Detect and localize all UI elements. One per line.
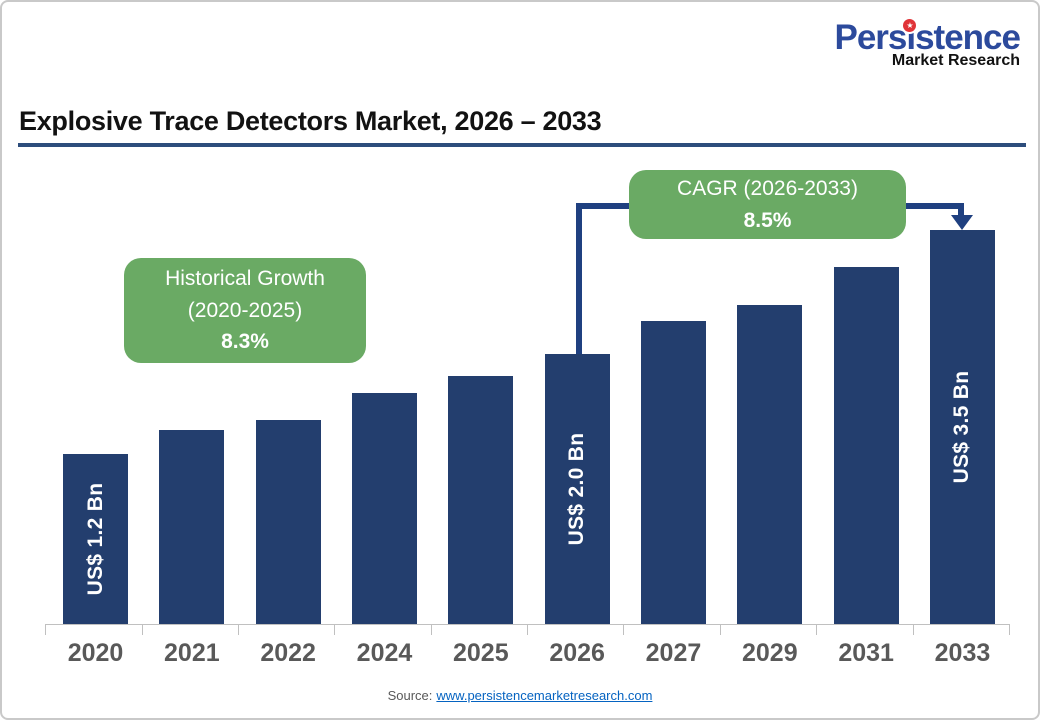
- cagr-value: 8.5%: [743, 208, 792, 232]
- page-title: Explosive Trace Detectors Market, 2026 –…: [19, 106, 602, 136]
- x-axis-label-2025: 2025: [453, 639, 509, 667]
- title-underline: [18, 143, 1026, 147]
- cagr-connector-right-segment: [958, 203, 964, 217]
- cagr-line1: CAGR (2026-2033): [677, 177, 858, 200]
- bar-2024: [351, 393, 417, 624]
- historical-growth-callout: Historical Growth (2020-2025) 8.3%: [124, 258, 366, 363]
- logo-wordmark: Persistence: [834, 18, 1021, 57]
- bar-2025: [448, 376, 514, 624]
- x-axis-label-2026: 2026: [549, 639, 605, 667]
- x-axis-tick: [623, 624, 625, 635]
- bar-2021: [159, 430, 225, 624]
- bar-2029: [737, 305, 803, 624]
- source-label: Source:: [387, 688, 433, 703]
- x-axis-tick: [45, 624, 47, 635]
- cagr-callout: CAGR (2026-2033) 8.5%: [629, 170, 906, 239]
- x-axis-label-2029: 2029: [741, 639, 798, 667]
- x-axis-tick: [719, 624, 721, 635]
- x-axis-tick: [912, 624, 914, 635]
- x-axis-label-2033: 2033: [934, 639, 991, 667]
- x-axis-tick: [1008, 624, 1010, 635]
- x-axis-label-2021: 2021: [164, 639, 220, 667]
- source-link[interactable]: www.persistencemarketresearch.com: [436, 688, 653, 703]
- x-axis-tick: [527, 624, 529, 635]
- historical-growth-period: (2020-2025): [187, 298, 303, 322]
- x-axis-tick: [334, 624, 336, 635]
- bar-value-label-2033: US$ 3.5 Bn: [950, 370, 974, 484]
- x-axis-label-2024: 2024: [356, 639, 413, 667]
- x-axis-label-2022: 2022: [260, 639, 316, 667]
- bar-value-label-2026: US$ 2.0 Bn: [565, 432, 589, 546]
- cagr-connector-left-segment: [576, 203, 582, 354]
- x-axis-tick: [141, 624, 143, 635]
- bar-2033: US$ 3.5 Bn: [929, 230, 995, 624]
- bar-2026: US$ 2.0 Bn: [544, 354, 610, 624]
- x-axis-tick: [237, 624, 239, 635]
- source-line: Source: www.persistencemarketresearch.com: [2, 688, 1038, 703]
- logo-star-icon: ★: [903, 19, 917, 32]
- bar-2027: [640, 321, 706, 624]
- bar-value-label-2020: US$ 1.2 Bn: [83, 482, 107, 596]
- cagr-arrowhead-icon: [951, 215, 973, 230]
- bar-2022: [255, 420, 321, 624]
- x-axis-tick: [816, 624, 818, 635]
- x-axis-label-2020: 2020: [67, 639, 124, 667]
- historical-growth-value: 8.3%: [221, 330, 269, 354]
- brand-logo: Persistence ★ Market Research: [834, 18, 1021, 70]
- bar-2020: US$ 1.2 Bn: [63, 454, 128, 624]
- x-axis-label-2031: 2031: [838, 639, 894, 667]
- logo-subtitle: Market Research: [891, 52, 1020, 69]
- historical-growth-line1: Historical Growth: [165, 267, 325, 291]
- bar-2031: [833, 267, 899, 624]
- x-axis-tick: [430, 624, 432, 635]
- x-axis-label-2027: 2027: [645, 639, 702, 667]
